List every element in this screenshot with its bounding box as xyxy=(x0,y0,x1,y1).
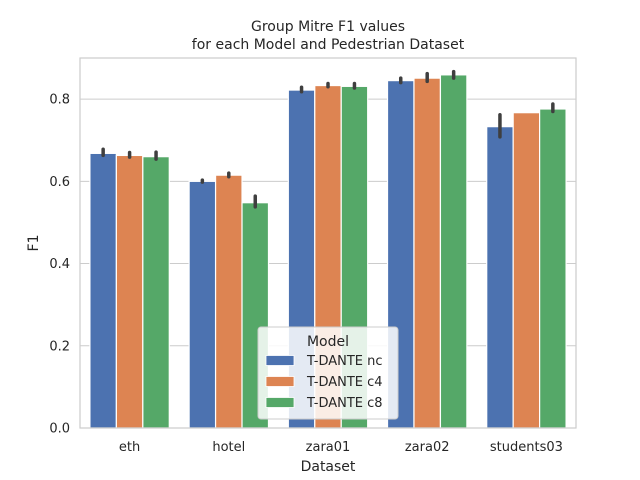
legend-label: T-DANTE nc xyxy=(306,354,383,369)
legend-label: T-DANTE c4 xyxy=(306,375,383,390)
bar xyxy=(439,74,468,429)
chart-title-line2: for each Model and Pedestrian Dataset xyxy=(192,37,465,53)
x-tick-labels: eth hotel zara01 zara02 students03 xyxy=(119,440,563,455)
legend-items: T-DANTE nc T-DANTE c4 T-DANTE c8 xyxy=(265,354,383,411)
plot-frame xyxy=(79,57,577,429)
y-tick-label: 0.0 xyxy=(49,422,70,437)
y-tick-label: 0.2 xyxy=(49,339,70,354)
y-tick-label: 0.8 xyxy=(49,93,70,108)
y-tick-label: 0.4 xyxy=(49,257,70,272)
bar xyxy=(115,154,144,429)
bar xyxy=(142,156,170,429)
legend-title: Model xyxy=(307,334,349,350)
legend-box xyxy=(257,326,399,420)
legend-swatch xyxy=(265,376,295,387)
legend-swatch xyxy=(265,355,295,366)
bar xyxy=(413,77,442,429)
bar xyxy=(188,180,217,429)
bar xyxy=(539,108,567,429)
x-tick-label: eth xyxy=(119,440,140,455)
x-tick-label: hotel xyxy=(212,440,245,455)
x-tick-label: zara02 xyxy=(405,440,450,455)
y-tick-label: 0.6 xyxy=(49,175,70,190)
x-tick-label: zara01 xyxy=(306,440,351,455)
bar xyxy=(486,126,514,429)
bar xyxy=(512,112,541,429)
legend-swatch xyxy=(265,397,295,408)
x-axis-label: Dataset xyxy=(301,459,356,475)
legend: Model T-DANTE nc T-DANTE c4 T-DANTE c8 xyxy=(257,326,399,420)
x-tick-label: students03 xyxy=(490,440,563,455)
y-tick-labels: 0.0 0.2 0.4 0.6 0.8 xyxy=(49,93,70,437)
y-axis-label: F1 xyxy=(26,235,42,252)
bar xyxy=(89,152,117,429)
chart-title-line1: Group Mitre F1 values xyxy=(251,19,405,35)
bar xyxy=(214,174,243,429)
error-bars xyxy=(101,69,555,209)
legend-label: T-DANTE c8 xyxy=(306,396,383,411)
